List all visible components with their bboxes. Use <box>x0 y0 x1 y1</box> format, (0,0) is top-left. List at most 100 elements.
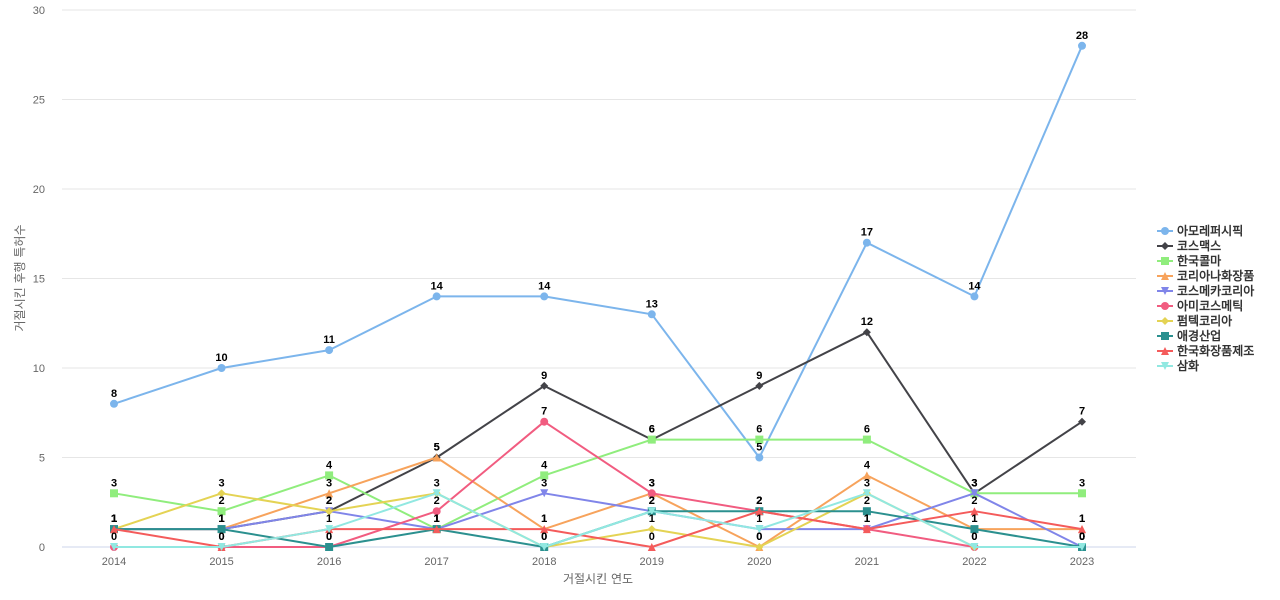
legend-marker <box>1161 332 1169 340</box>
data-label: 1 <box>218 513 224 525</box>
data-point <box>647 489 656 498</box>
data-label: 1 <box>541 513 547 525</box>
data-label: 2 <box>326 495 332 507</box>
data-point <box>647 435 656 444</box>
data-point <box>540 381 549 390</box>
data-label: 0 <box>326 531 332 543</box>
data-label: 3 <box>649 477 655 489</box>
y-tick-label: 20 <box>33 184 45 196</box>
data-label: 1 <box>864 513 870 525</box>
data-point <box>862 435 871 444</box>
data-point <box>862 238 871 247</box>
legend-label: 코스맥스 <box>1177 238 1221 253</box>
legend-item[interactable]: 코스메카코리아 <box>1157 283 1254 298</box>
data-label: 1 <box>649 513 655 525</box>
data-label: 1 <box>1079 513 1085 525</box>
data-point <box>325 525 334 534</box>
legend-item[interactable]: 아모레퍼시픽 <box>1157 223 1243 238</box>
legend-label: 아미코스메틱 <box>1177 298 1243 313</box>
legend-item[interactable]: 한국화장품제조 <box>1157 343 1254 358</box>
data-label: 0 <box>1079 531 1085 543</box>
data-label: 7 <box>1079 406 1085 418</box>
data-point <box>1078 543 1086 551</box>
data-point <box>540 525 549 534</box>
data-point <box>540 489 549 498</box>
data-label: 6 <box>756 424 762 436</box>
data-label: 1 <box>756 513 762 525</box>
data-label: 1 <box>218 513 224 525</box>
data-point <box>432 489 441 498</box>
series-10 <box>110 489 1086 551</box>
legend-item[interactable]: 코스맥스 <box>1157 238 1221 253</box>
data-label: 2 <box>756 495 762 507</box>
data-label: 14 <box>538 280 551 292</box>
y-axis-title: 거절시킨 후행 특허수 <box>12 225 27 332</box>
data-label: 1 <box>111 513 117 525</box>
legend-item[interactable]: 코리아나화장품 <box>1157 268 1254 283</box>
data-label: 0 <box>1079 531 1085 543</box>
data-label: 9 <box>541 370 547 382</box>
data-point <box>325 507 334 516</box>
data-point <box>755 381 764 390</box>
legend-item[interactable]: 삼화 <box>1157 358 1199 373</box>
data-label: 0 <box>218 531 224 543</box>
data-label: 2 <box>326 495 332 507</box>
data-label: 0 <box>541 531 547 543</box>
data-label: 3 <box>326 477 332 489</box>
data-label: 4 <box>864 459 871 471</box>
data-point <box>862 489 871 498</box>
data-point <box>970 489 979 498</box>
data-label: 1 <box>111 513 117 525</box>
legend-label: 애경산업 <box>1177 328 1221 343</box>
y-tick-label: 30 <box>33 5 45 17</box>
data-label: 1 <box>864 513 870 525</box>
data-point <box>970 525 979 534</box>
data-point <box>432 292 441 301</box>
y-tick-label: 15 <box>33 274 45 286</box>
data-point <box>755 435 764 444</box>
data-label: 1 <box>326 513 332 525</box>
data-label: 5 <box>434 442 440 454</box>
data-label: 2 <box>326 495 332 507</box>
legend-marker <box>1161 272 1169 280</box>
data-point <box>647 310 656 319</box>
data-point <box>862 471 871 480</box>
data-label: 4 <box>541 459 548 471</box>
data-label: 1 <box>434 513 440 525</box>
data-point <box>1078 525 1086 534</box>
data-point <box>1078 417 1086 426</box>
data-label: 1 <box>864 513 870 525</box>
data-point <box>540 471 549 480</box>
data-point <box>647 507 656 516</box>
legend-marker <box>1161 317 1169 325</box>
legend-label: 한국콜마 <box>1177 253 1221 268</box>
data-point <box>110 525 118 534</box>
x-tick-label: 2016 <box>317 556 341 568</box>
data-label: 17 <box>861 227 873 239</box>
data-label: 0 <box>756 531 762 543</box>
legend-item[interactable]: 아미코스메틱 <box>1157 298 1243 313</box>
data-point <box>325 489 334 498</box>
legend-label: 펌텍코리아 <box>1177 313 1232 328</box>
series-group <box>110 41 1086 551</box>
data-point <box>110 399 118 408</box>
data-label: 0 <box>218 531 224 543</box>
legend-item[interactable]: 펌텍코리아 <box>1157 313 1232 328</box>
data-label: 0 <box>1079 531 1085 543</box>
data-label: 1 <box>111 513 117 525</box>
legend-marker <box>1161 362 1169 370</box>
data-label: 0 <box>649 531 655 543</box>
data-label: 0 <box>541 531 547 543</box>
legend-label: 코스메카코리아 <box>1177 283 1254 298</box>
data-point <box>862 328 871 337</box>
legend-item[interactable]: 한국콜마 <box>1157 253 1221 268</box>
legend-label: 한국화장품제조 <box>1177 343 1254 358</box>
legend-marker <box>1161 227 1169 235</box>
data-label: 1 <box>434 513 440 525</box>
legend-item[interactable]: 애경산업 <box>1157 328 1221 343</box>
data-point <box>970 507 979 516</box>
series-line <box>114 456 1082 548</box>
x-axis-ticks: 2014 2015 2016 2017 2018 2019 2020 2021 2022 2023 <box>102 556 1094 568</box>
